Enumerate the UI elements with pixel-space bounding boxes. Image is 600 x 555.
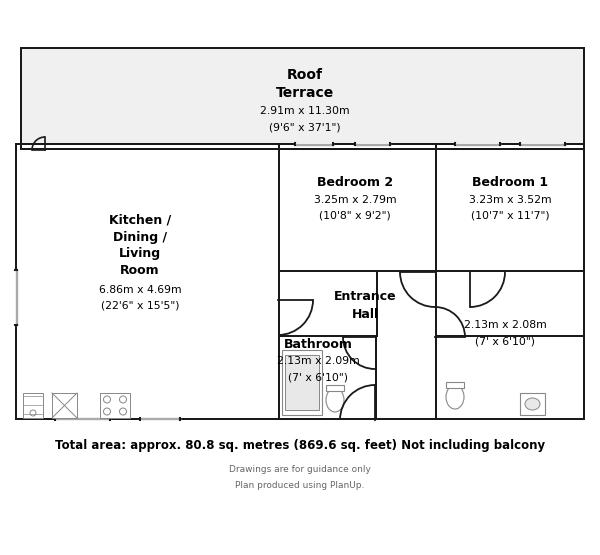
Bar (140, 418, 180, 420)
Bar (435, 335, 585, 337)
Text: Bathroom: Bathroom (284, 339, 352, 351)
Text: Dining /: Dining / (113, 230, 167, 244)
Bar (583, 47, 585, 150)
Text: Total area: approx. 80.8 sq. metres (869.6 sq. feet) Not including balcony: Total area: approx. 80.8 sq. metres (869… (55, 438, 545, 452)
Bar (278, 143, 280, 420)
Text: (9'6" x 37'1"): (9'6" x 37'1") (269, 122, 341, 132)
Ellipse shape (446, 385, 464, 409)
Bar (520, 393, 545, 415)
Bar (20, 47, 585, 150)
Text: (7' x 6'10"): (7' x 6'10") (475, 336, 535, 346)
Bar (52, 393, 77, 418)
Text: 2.13m x 2.08m: 2.13m x 2.08m (464, 320, 547, 330)
Text: Drawings are for guidance only: Drawings are for guidance only (229, 466, 371, 475)
Bar (15, 143, 585, 145)
Text: 2.13m x 2.09m: 2.13m x 2.09m (277, 356, 359, 366)
Text: Plan produced using PlanUp.: Plan produced using PlanUp. (235, 481, 365, 490)
Bar (20, 47, 22, 150)
Text: (10'8" x 9'2"): (10'8" x 9'2") (319, 211, 391, 221)
Bar (282, 350, 322, 415)
Bar (15, 143, 17, 420)
Bar (326, 385, 344, 391)
Bar (55, 418, 110, 420)
Text: Living: Living (119, 248, 161, 260)
Text: 6.86m x 4.69m: 6.86m x 4.69m (98, 285, 181, 295)
Text: Bedroom 1: Bedroom 1 (472, 176, 548, 189)
Text: 3.25m x 2.79m: 3.25m x 2.79m (314, 195, 397, 205)
Bar (15, 270, 17, 325)
Bar (455, 143, 500, 145)
Text: Entrance: Entrance (334, 290, 397, 304)
Bar (435, 143, 437, 420)
Text: (10'7" x 11'7"): (10'7" x 11'7") (470, 211, 550, 221)
Text: 3.23m x 3.52m: 3.23m x 3.52m (469, 195, 551, 205)
Bar (446, 382, 464, 388)
Bar (376, 272, 378, 337)
Bar (15, 143, 585, 420)
Bar (15, 418, 585, 420)
Bar (435, 270, 585, 272)
Text: Terrace: Terrace (276, 86, 334, 100)
Bar (520, 143, 565, 145)
Bar (375, 335, 377, 420)
Bar (295, 143, 333, 145)
Text: Roof: Roof (287, 68, 323, 82)
Bar (278, 270, 437, 272)
Bar (285, 355, 319, 410)
Text: 2.91m x 11.30m: 2.91m x 11.30m (260, 106, 350, 116)
Bar (583, 143, 585, 420)
Text: (22'6" x 15'5"): (22'6" x 15'5") (101, 301, 179, 311)
Bar (20, 47, 585, 49)
Bar (100, 393, 130, 418)
Bar (23, 393, 43, 418)
Bar (278, 335, 376, 337)
Text: Hall: Hall (352, 307, 379, 320)
Bar (355, 143, 390, 145)
Text: Bedroom 2: Bedroom 2 (317, 176, 393, 189)
Ellipse shape (525, 398, 540, 410)
Text: Kitchen /: Kitchen / (109, 214, 171, 226)
Text: Room: Room (120, 265, 160, 278)
Ellipse shape (326, 388, 344, 412)
Bar (20, 148, 585, 150)
Text: (7' x 6'10"): (7' x 6'10") (288, 372, 348, 382)
